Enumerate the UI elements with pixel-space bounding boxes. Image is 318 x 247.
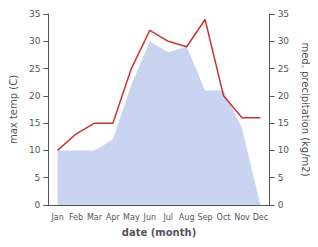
svg-text:30: 30 — [29, 36, 41, 46]
svg-text:May: May — [123, 213, 140, 222]
svg-text:15: 15 — [29, 118, 40, 128]
svg-text:Dec: Dec — [253, 213, 268, 222]
svg-text:med. precipitation (kg/m2): med. precipitation (kg/m2) — [300, 42, 311, 176]
svg-text:0: 0 — [35, 200, 41, 210]
svg-text:5: 5 — [278, 173, 284, 183]
svg-text:15: 15 — [278, 118, 289, 128]
svg-text:Apr: Apr — [106, 213, 121, 222]
svg-text:Oct: Oct — [217, 213, 231, 222]
svg-text:10: 10 — [278, 145, 290, 155]
svg-text:Jul: Jul — [162, 213, 173, 222]
svg-text:5: 5 — [35, 173, 41, 183]
svg-text:0: 0 — [278, 200, 284, 210]
svg-text:25: 25 — [29, 64, 40, 74]
svg-text:35: 35 — [278, 9, 289, 19]
svg-text:20: 20 — [278, 91, 290, 101]
svg-text:max temp (C): max temp (C) — [8, 75, 19, 144]
svg-text:Aug: Aug — [179, 213, 195, 222]
svg-text:35: 35 — [29, 9, 40, 19]
svg-text:10: 10 — [29, 145, 41, 155]
svg-text:Jan: Jan — [50, 213, 63, 222]
svg-text:Nov: Nov — [234, 213, 250, 222]
svg-text:Feb: Feb — [69, 213, 83, 222]
svg-text:Mar: Mar — [87, 213, 103, 222]
svg-text:25: 25 — [278, 64, 289, 74]
svg-text:Jun: Jun — [143, 213, 157, 222]
svg-text:Sep: Sep — [198, 213, 213, 222]
svg-text:20: 20 — [29, 91, 41, 101]
svg-text:date (month): date (month) — [122, 227, 196, 238]
svg-text:30: 30 — [278, 36, 290, 46]
